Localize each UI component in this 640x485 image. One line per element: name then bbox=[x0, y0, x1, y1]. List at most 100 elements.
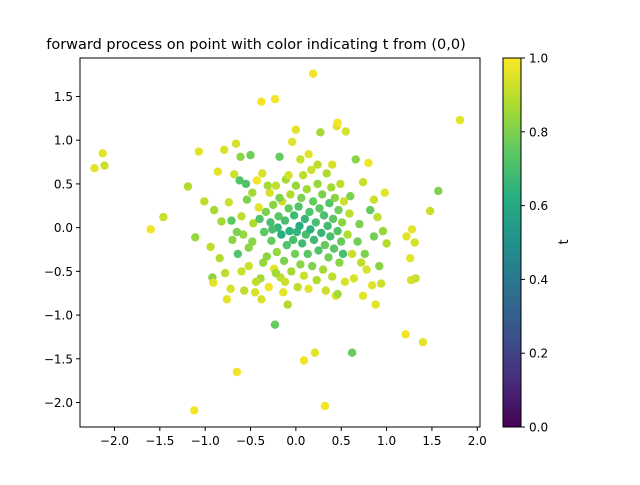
scatter-point bbox=[275, 193, 284, 203]
scatter-point bbox=[255, 214, 264, 224]
scatter-point bbox=[402, 232, 411, 241]
scatter-point bbox=[320, 240, 330, 250]
y-tick-label: −0.5 bbox=[44, 265, 73, 279]
x-tick-label: 1.5 bbox=[422, 434, 441, 448]
scatter-point bbox=[369, 195, 379, 204]
x-tick-label: −0.5 bbox=[236, 434, 265, 448]
scatter-point bbox=[233, 249, 242, 259]
scatter-point bbox=[401, 330, 410, 339]
scatter-point bbox=[252, 176, 262, 185]
scatter-point bbox=[313, 160, 322, 169]
scatter-point bbox=[295, 221, 304, 231]
colorbar-tick-label: 0.4 bbox=[529, 273, 548, 287]
scatter-point bbox=[215, 254, 224, 263]
scatter-point bbox=[382, 239, 391, 248]
scatter-point bbox=[159, 212, 168, 222]
scatter-point bbox=[311, 218, 320, 227]
scatter-point bbox=[254, 203, 263, 212]
scatter-point bbox=[338, 249, 348, 259]
scatter-point bbox=[220, 268, 230, 278]
scatter-point bbox=[336, 179, 345, 189]
scatter-point bbox=[290, 249, 300, 259]
plot-frame bbox=[79, 57, 481, 428]
colorbar-axis: 0.0 0.2 0.4 0.6 0.8 1.0 bbox=[521, 52, 548, 435]
scatter-point bbox=[337, 218, 347, 227]
y-tick-label: 1.5 bbox=[54, 90, 73, 104]
scatter-point bbox=[90, 164, 99, 173]
scatter-point bbox=[302, 185, 311, 194]
scatter-point bbox=[312, 275, 321, 285]
scatter-point bbox=[264, 282, 273, 292]
scatter-point bbox=[380, 188, 389, 197]
scatter-point bbox=[310, 348, 320, 357]
scatter-point bbox=[244, 243, 253, 252]
scatter-point bbox=[293, 282, 302, 292]
scatter-point bbox=[358, 178, 368, 187]
scatter-point bbox=[455, 115, 465, 125]
scatter-point bbox=[316, 128, 325, 137]
scatter-point bbox=[307, 165, 316, 175]
scatter-point bbox=[355, 219, 364, 229]
scatter-point bbox=[250, 288, 260, 297]
scatter-point bbox=[328, 160, 337, 169]
y-tick-label: −1.5 bbox=[44, 352, 73, 366]
x-tick-label: 0.5 bbox=[332, 434, 351, 448]
scatter-point bbox=[100, 161, 109, 170]
y-tick-label: 0.0 bbox=[54, 221, 73, 235]
scatter-point bbox=[330, 193, 340, 203]
scatter-point bbox=[373, 212, 382, 222]
scatter-point bbox=[270, 320, 280, 329]
scatter-point bbox=[285, 226, 294, 236]
scatter-point bbox=[146, 225, 155, 234]
scatter-point bbox=[318, 265, 328, 274]
scatter-point bbox=[286, 190, 295, 199]
scatter-point bbox=[288, 137, 297, 147]
scatter-point bbox=[345, 209, 354, 218]
scatter-point bbox=[314, 246, 323, 255]
y-tick-label: 1.0 bbox=[54, 134, 73, 148]
scatter-point bbox=[317, 228, 326, 238]
scatter-point bbox=[284, 204, 293, 213]
scatter-point bbox=[237, 267, 246, 276]
scatter-point bbox=[333, 226, 342, 236]
scatter-point bbox=[279, 288, 288, 297]
x-tick-label: −1.0 bbox=[191, 434, 220, 448]
points-layer bbox=[90, 69, 465, 415]
scatter-point bbox=[306, 225, 315, 234]
scatter-point bbox=[269, 200, 278, 210]
scatter-point bbox=[263, 181, 272, 190]
scatter-point bbox=[309, 235, 319, 245]
scatter-point bbox=[284, 171, 293, 180]
scatter-point bbox=[346, 192, 355, 201]
scatter-point bbox=[357, 258, 366, 267]
scatter-point bbox=[304, 284, 313, 293]
scatter-point bbox=[362, 265, 371, 274]
scatter-point bbox=[297, 193, 306, 203]
scatter-point bbox=[228, 235, 237, 245]
scatter-point bbox=[289, 235, 298, 245]
scatter-point bbox=[406, 254, 415, 263]
colorbar-tick-label: 0.2 bbox=[529, 347, 548, 361]
scatter-point bbox=[265, 188, 274, 197]
scatter-point bbox=[266, 218, 275, 227]
scatter-point bbox=[339, 197, 349, 206]
scatter-point bbox=[259, 227, 269, 237]
scatter-point bbox=[200, 197, 209, 206]
scatter-point bbox=[425, 206, 435, 216]
y-axis: −2.0 −1.5 −1.0 −0.5 0.0 0.5 1.0 1.5 bbox=[44, 90, 80, 410]
scatter-point bbox=[239, 230, 248, 239]
scatter-point bbox=[371, 300, 380, 309]
scatter-point bbox=[358, 291, 368, 300]
scatter-point bbox=[231, 139, 241, 148]
scatter-point bbox=[340, 277, 350, 286]
scatter-point bbox=[283, 300, 292, 309]
scatter-point bbox=[296, 260, 305, 269]
scatter-point bbox=[366, 205, 375, 215]
scatter-point bbox=[251, 277, 261, 286]
scatter-point bbox=[268, 225, 277, 234]
scatter-point bbox=[360, 249, 369, 259]
scatter-point bbox=[298, 239, 307, 248]
scatter-point bbox=[364, 158, 373, 168]
scatter-point bbox=[308, 69, 318, 78]
